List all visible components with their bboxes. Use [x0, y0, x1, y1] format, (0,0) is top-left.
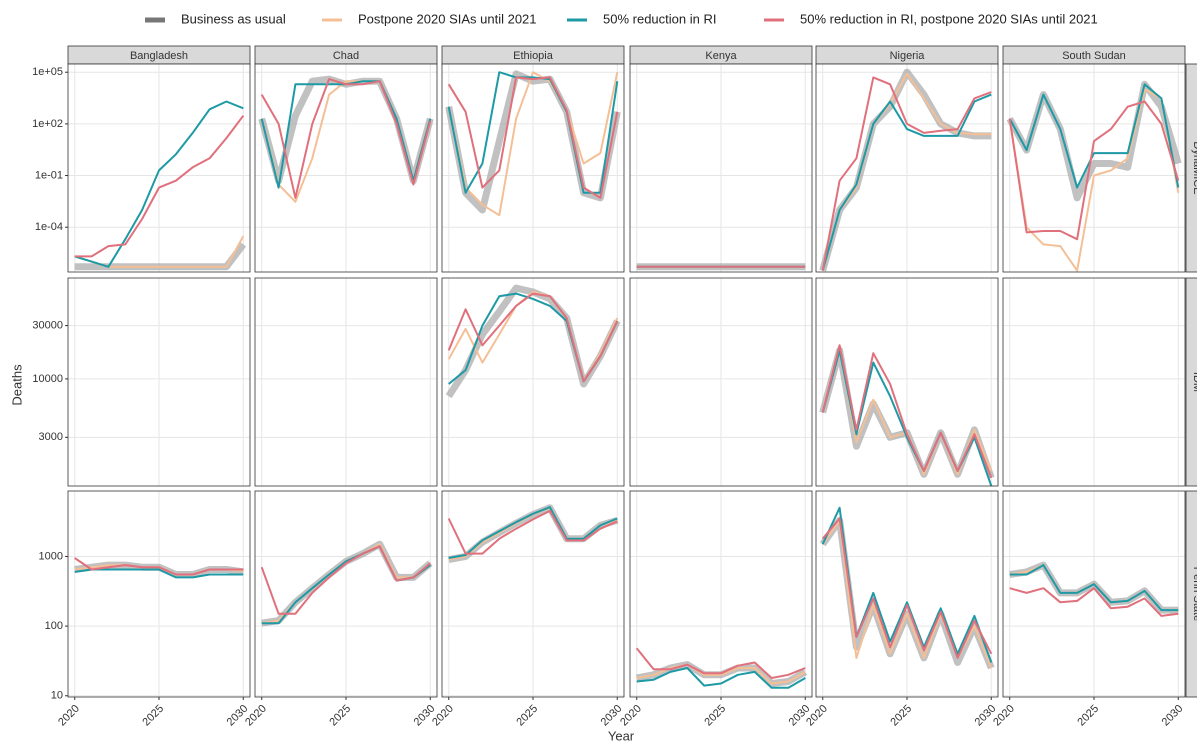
strip [1185, 277, 1197, 487]
panel [815, 63, 999, 273]
panel-border [254, 277, 438, 487]
panel [254, 490, 438, 698]
series-line [1008, 83, 1180, 189]
panel [815, 490, 999, 698]
row-strip-label: IDM [1191, 372, 1197, 392]
strip-label: Bangladesh [130, 50, 188, 62]
series-line [445, 70, 621, 214]
y-tick-label: 10000 [32, 373, 63, 385]
panel-border [441, 277, 625, 487]
panel [629, 63, 813, 273]
series-line [821, 93, 992, 271]
y-tick-label: 1e-01 [35, 169, 63, 181]
series-line [74, 115, 245, 258]
series-line [636, 667, 806, 689]
strip-label: Nigeria [890, 50, 926, 62]
panel-border [67, 277, 251, 487]
y-tick-label: 10 [51, 690, 63, 702]
series-line [74, 568, 244, 579]
x-tick-label: 2020 [991, 703, 1017, 729]
panel [629, 490, 813, 698]
legend-label: Postpone 2020 SIAs until 2021 [358, 11, 537, 26]
panel-border [1002, 63, 1186, 273]
panel [1002, 63, 1186, 273]
strip-label: Ethiopia [513, 50, 554, 62]
series-line [74, 100, 244, 268]
panel [629, 277, 813, 487]
y-tick-label: 1e+02 [32, 118, 63, 130]
panel-border [67, 63, 251, 273]
panel [67, 63, 251, 273]
panel-border [629, 63, 813, 273]
series-line [260, 78, 432, 199]
x-tick-label: 2025 [514, 703, 540, 729]
x-tick-label: 2025 [888, 703, 914, 729]
row-strip-label: Penn State [1191, 567, 1197, 621]
x-tick-label: 2025 [327, 703, 353, 729]
x-tick-label: 2020 [430, 703, 456, 729]
x-axis-label: Year [608, 728, 635, 743]
series-line [447, 509, 618, 555]
x-tick-label: 2030 [1160, 703, 1186, 729]
panel [441, 277, 625, 487]
x-tick-label: 2020 [804, 703, 830, 729]
x-tick-label: 2020 [618, 703, 644, 729]
y-tick-label: 3000 [39, 431, 63, 443]
series-line [1009, 587, 1179, 617]
x-tick-label: 2025 [702, 703, 728, 729]
panel [254, 63, 438, 273]
y-tick-label: 1e-04 [35, 221, 63, 233]
panel-border [254, 63, 438, 273]
series-line [1009, 564, 1179, 612]
panel [67, 277, 251, 487]
x-tick-label: 2025 [1075, 703, 1101, 729]
strip-label: South Sudan [1062, 50, 1126, 62]
y-tick-label: 1000 [39, 550, 63, 562]
series-line [1008, 100, 1180, 241]
strip [1185, 63, 1197, 273]
panel [441, 490, 625, 698]
series-line [447, 71, 619, 217]
panel-border [815, 63, 999, 273]
series-line [448, 506, 618, 559]
x-tick-label: 2020 [56, 703, 82, 729]
series-line [74, 557, 244, 576]
series-line [447, 76, 619, 199]
legend-label: 50% reduction in RI [603, 11, 716, 26]
strip [1185, 490, 1197, 698]
y-tick-label: 100 [45, 620, 63, 632]
strip-label: Kenya [705, 50, 737, 62]
y-tick-label: 30000 [32, 319, 63, 331]
legend-label: 50% reduction in RI, postpone 2020 SIAs … [800, 11, 1098, 26]
panel [254, 277, 438, 487]
panel [815, 277, 999, 487]
row-strip-label: DynaMICE [1191, 141, 1197, 194]
legend-label: Business as usual [181, 11, 286, 26]
series-line [821, 72, 992, 271]
x-tick-label: 2030 [599, 703, 625, 729]
series-line [447, 292, 619, 383]
series-line [635, 647, 806, 679]
panel [1002, 490, 1186, 698]
strip-label: Chad [333, 50, 359, 62]
y-tick-label: 1e+05 [32, 66, 63, 78]
panel-border [441, 63, 625, 273]
series-line [821, 76, 992, 271]
panel-border [1002, 277, 1186, 487]
panel [441, 63, 625, 273]
series-line [447, 71, 619, 194]
panel-border [629, 277, 813, 487]
series-line [821, 517, 993, 659]
series-line [1008, 88, 1180, 272]
x-tick-label: 2020 [243, 703, 269, 729]
x-tick-label: 2025 [140, 703, 166, 729]
series-line [260, 545, 431, 615]
panel-border [815, 277, 999, 487]
panel [67, 490, 251, 698]
y-axis-label: Deaths [9, 364, 24, 406]
series-line [821, 344, 993, 479]
panel [1002, 277, 1186, 487]
